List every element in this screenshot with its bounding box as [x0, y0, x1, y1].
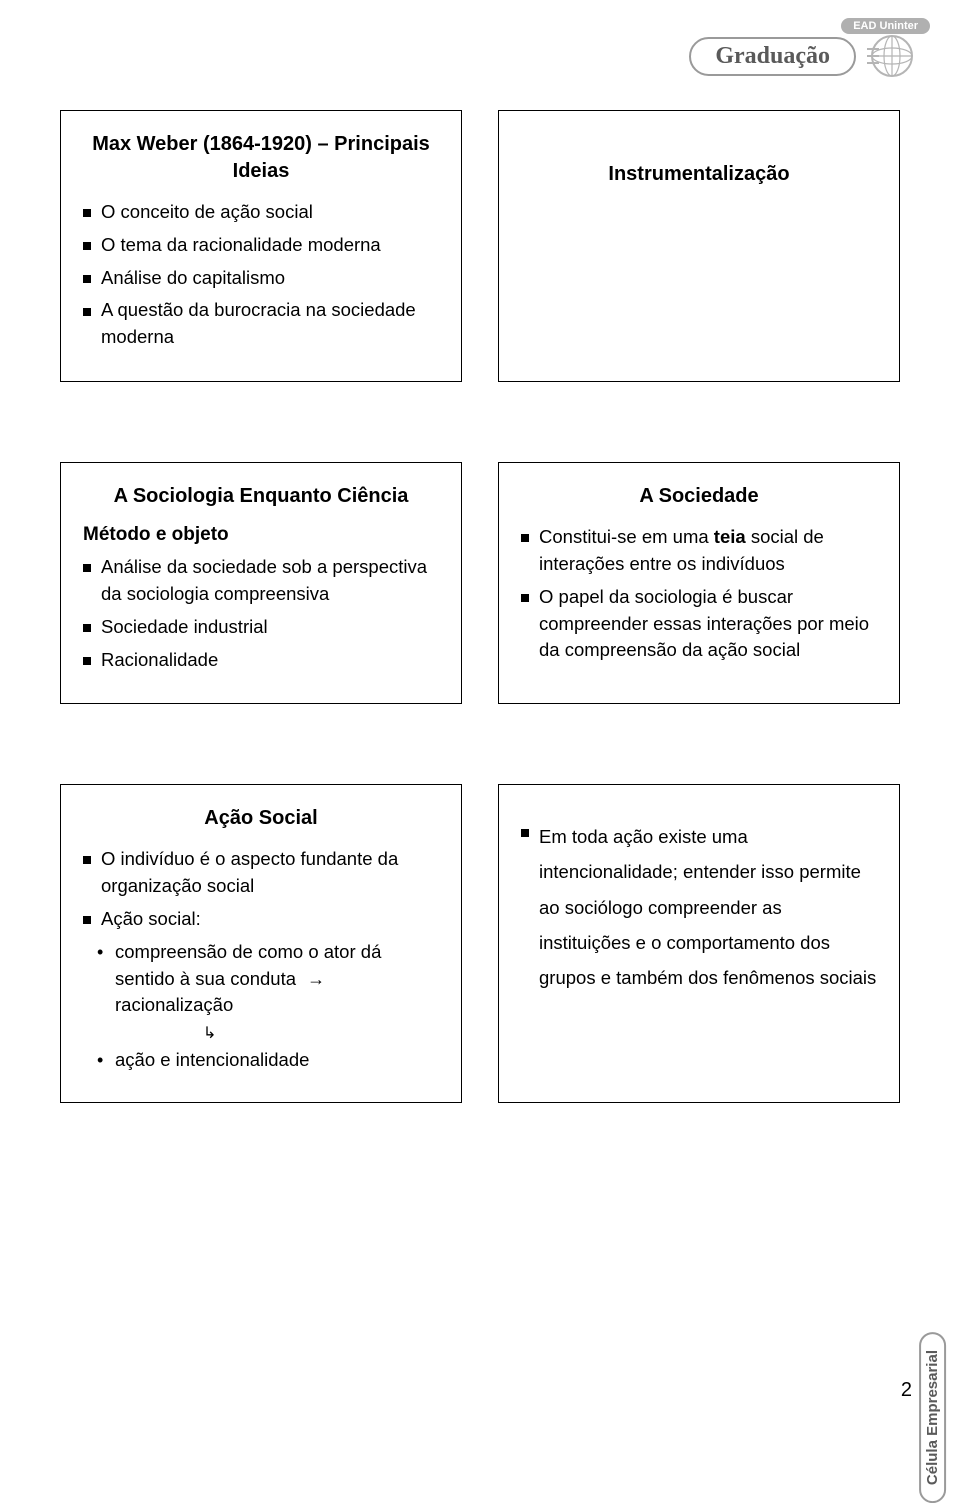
graduacao-pill: Graduação [689, 37, 856, 76]
row-2: A Sociologia Enquanto Ciência Método e o… [60, 462, 900, 704]
globe-icon [864, 28, 920, 84]
arrow-up-turn-icon: ↳ [203, 1023, 439, 1043]
box3-subtitle: Método e objeto [83, 524, 439, 546]
box3-title: A Sociologia Enquanto Ciência [83, 483, 439, 510]
row-1: Max Weber (1864-1920) – Principais Ideia… [60, 110, 900, 382]
box5-sub-1: compreensão de como o ator dá sentido à … [83, 939, 439, 1019]
side-label-celula: Célula Empresarial [919, 1332, 946, 1503]
box4-item-1: O papel da sociologia é buscar compreend… [521, 584, 877, 664]
brand-row: Graduação [689, 28, 920, 84]
box1-item-3: A questão da burocracia na sociedade mod… [83, 297, 439, 351]
box5-sub1-post: racionalização [115, 994, 233, 1015]
box3-item-1: Sociedade industrial [83, 614, 439, 641]
box-max-weber: Max Weber (1864-1920) – Principais Ideia… [60, 110, 462, 382]
box5-sub1-pre: compreensão de como o ator dá sentido à … [115, 941, 381, 989]
box6-item-0: Em toda ação existe uma intencionalidade… [521, 819, 877, 995]
box3-item-2: Racionalidade [83, 647, 439, 674]
box5-item-2: Ação social: [83, 906, 439, 933]
brand-header: EAD Uninter Graduação [689, 18, 920, 84]
box4-title: A Sociedade [521, 483, 877, 510]
ead-pill: EAD Uninter [841, 18, 930, 34]
box1-item-2: Análise do capitalismo [83, 265, 439, 292]
box-a-sociedade: A Sociedade Constitui-se em uma teia soc… [498, 462, 900, 704]
box4-item-0: Constitui-se em uma teia social de inter… [521, 524, 877, 578]
row-3: Ação Social O indivíduo é o aspecto fund… [60, 784, 900, 1103]
page-number: 2 [901, 1379, 912, 1402]
box1-item-1: O tema da racionalidade moderna [83, 232, 439, 259]
box-instrumentalizacao: Instrumentalização [498, 110, 900, 382]
box-acao-social: Ação Social O indivíduo é o aspecto fund… [60, 784, 462, 1103]
box5-title: Ação Social [83, 805, 439, 832]
box2-title: Instrumentalização [608, 161, 789, 188]
box-sociologia-ciencia: A Sociologia Enquanto Ciência Método e o… [60, 462, 462, 704]
box1-item-0: O conceito de ação social [83, 199, 439, 226]
brand-pill-column: EAD Uninter Graduação [689, 18, 920, 84]
box5-item-1: O indivíduo é o aspecto fundante da orga… [83, 846, 439, 900]
box1-title: Max Weber (1864-1920) – Principais Ideia… [83, 131, 439, 185]
arrow-right-icon: → [307, 966, 325, 992]
box-intencionalidade: Em toda ação existe uma intencionalidade… [498, 784, 900, 1103]
box3-item-0: Análise da sociedade sob a perspectiva d… [83, 554, 439, 608]
box5-sub-2: ação e intencionalidade [83, 1047, 439, 1074]
page-content: Max Weber (1864-1920) – Principais Ideia… [60, 110, 900, 1382]
